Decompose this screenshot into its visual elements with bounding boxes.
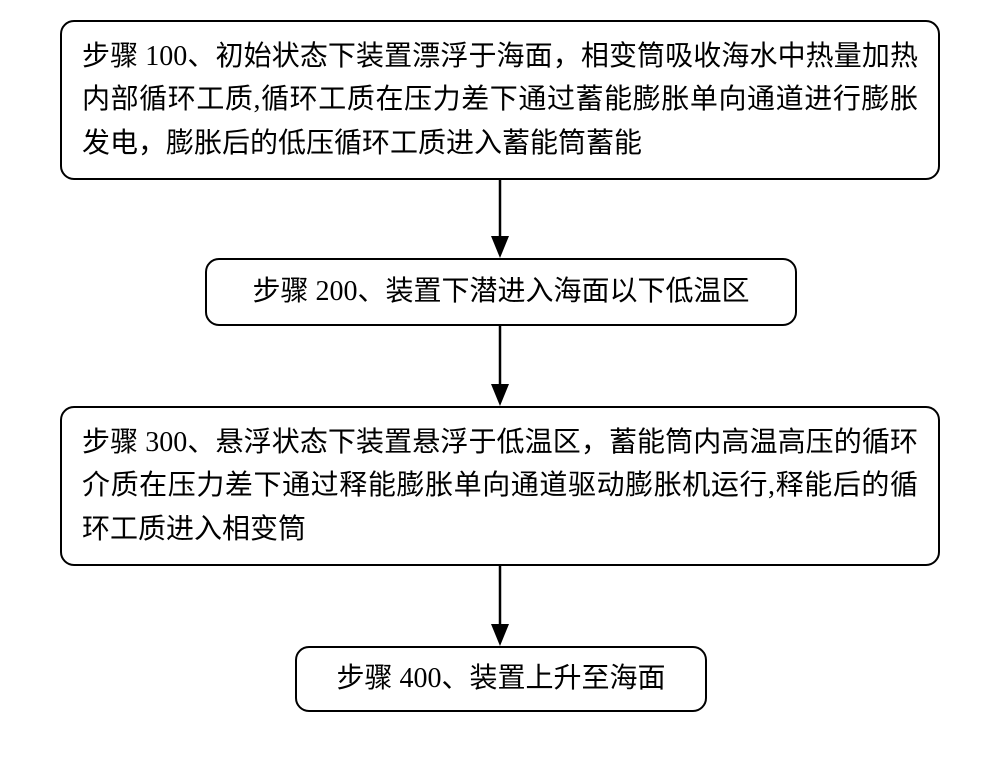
- step400-text: 步骤 400、装置上升至海面: [336, 657, 665, 700]
- flowchart-node-step200: 步骤 200、装置下潜进入海面以下低温区: [205, 258, 797, 326]
- step200-text: 步骤 200、装置下潜进入海面以下低温区: [252, 270, 749, 313]
- flowchart-node-step100: 步骤 100、初始状态下装置漂浮于海面，相变筒吸收海水中热量加热内部循环工质,循…: [60, 20, 940, 180]
- step100-text: 步骤 100、初始状态下装置漂浮于海面，相变筒吸收海水中热量加热内部循环工质,循…: [82, 35, 918, 165]
- flowchart-canvas: 步骤 100、初始状态下装置漂浮于海面，相变筒吸收海水中热量加热内部循环工质,循…: [0, 0, 1000, 775]
- flowchart-node-step300: 步骤 300、悬浮状态下装置悬浮于低温区，蓄能筒内高温高压的循环介质在压力差下通…: [60, 406, 940, 566]
- flowchart-node-step400: 步骤 400、装置上升至海面: [295, 646, 707, 712]
- step300-text: 步骤 300、悬浮状态下装置悬浮于低温区，蓄能筒内高温高压的循环介质在压力差下通…: [82, 421, 918, 551]
